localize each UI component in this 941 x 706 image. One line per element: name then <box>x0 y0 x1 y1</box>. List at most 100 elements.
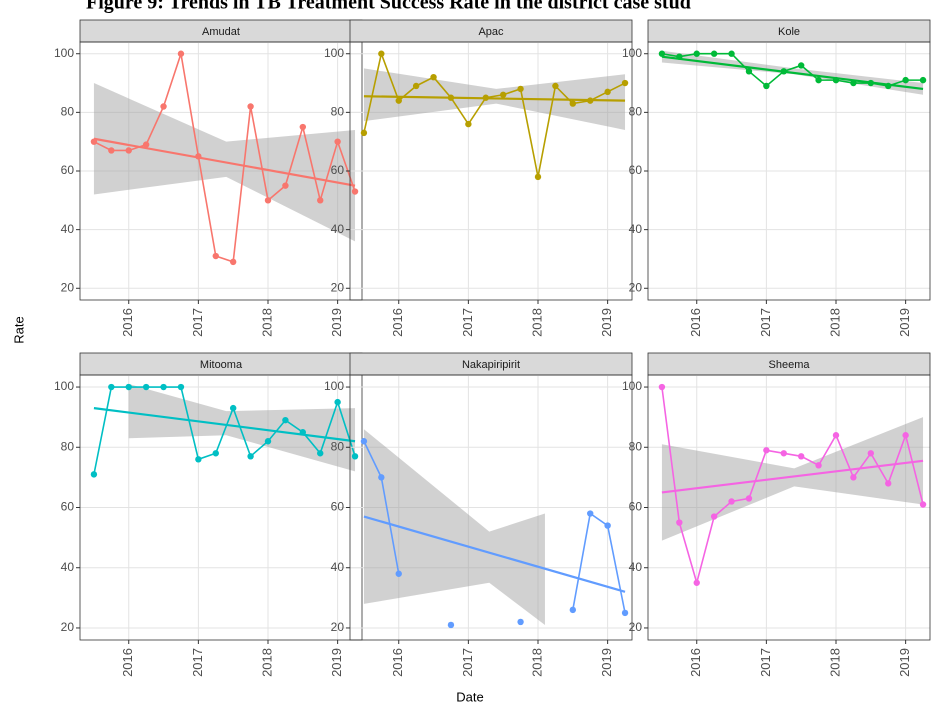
data-point <box>850 474 857 481</box>
x-tick-label: 2019 <box>329 648 344 677</box>
panel-title: Sheema <box>769 359 811 371</box>
y-tick-label: 20 <box>61 280 75 294</box>
panel-border <box>349 41 633 301</box>
x-tick-label: 2017 <box>460 648 475 677</box>
y-tick-label: 100 <box>324 46 344 60</box>
y-tick-label: 20 <box>629 280 643 294</box>
panel-border <box>647 374 931 641</box>
data-point <box>351 453 359 460</box>
confidence-band <box>363 429 545 625</box>
trend-line <box>93 137 356 187</box>
y-tick-label: 80 <box>331 105 345 119</box>
data-point <box>299 429 307 436</box>
data-point <box>832 76 840 84</box>
x-tick-label: 2016 <box>120 648 135 677</box>
data-point <box>780 68 787 75</box>
panel-data <box>90 383 359 478</box>
data-point <box>264 438 272 445</box>
data-point <box>658 383 666 391</box>
data-point <box>815 76 822 84</box>
data-point <box>850 79 857 87</box>
x-axis-label: Date <box>456 689 483 704</box>
x-tick-label: 2017 <box>190 648 205 677</box>
data-point <box>412 82 420 90</box>
data-point <box>378 474 385 481</box>
data-point <box>885 82 892 90</box>
y-tick-label: 80 <box>331 439 345 453</box>
x-tick-label: 2016 <box>390 308 405 337</box>
data-point <box>517 618 524 626</box>
data-point <box>177 383 185 391</box>
data-point <box>90 471 98 478</box>
data-point <box>317 197 324 204</box>
y-tick-label: 20 <box>61 620 75 634</box>
data-point <box>832 432 840 439</box>
data-point <box>919 501 927 508</box>
y-tick-label: 80 <box>629 439 643 453</box>
y-tick-label: 60 <box>629 163 643 177</box>
data-point <box>282 416 289 424</box>
confidence-band <box>661 417 924 541</box>
data-point <box>447 94 455 101</box>
data-point <box>160 383 167 391</box>
data-point <box>395 570 402 577</box>
data-point <box>334 138 341 145</box>
data-point <box>587 97 594 104</box>
x-tick-label: 2016 <box>120 308 135 337</box>
data-point <box>229 258 237 266</box>
y-tick-label: 80 <box>61 439 75 453</box>
x-tick-label: 2016 <box>688 308 703 337</box>
data-point <box>142 141 150 148</box>
x-tick-label: 2018 <box>259 648 274 677</box>
data-point <box>517 85 524 93</box>
data-point <box>552 82 559 90</box>
data-point <box>621 79 629 87</box>
y-tick-label: 40 <box>331 222 345 236</box>
data-point <box>569 100 577 107</box>
data-point <box>247 453 254 460</box>
x-tick-label: 2019 <box>599 308 614 337</box>
y-tick-label: 100 <box>622 46 642 60</box>
y-tick-label: 60 <box>331 500 345 514</box>
panel-title: Kole <box>778 26 800 38</box>
panel-data <box>658 50 927 95</box>
data-point <box>282 182 289 189</box>
y-tick-label: 60 <box>629 500 643 514</box>
trend-line <box>661 55 924 91</box>
data-point <box>763 82 770 90</box>
y-tick-label: 100 <box>622 379 642 393</box>
data-point <box>430 73 437 81</box>
data-point <box>604 88 611 96</box>
data-point <box>710 50 718 57</box>
y-tick-label: 40 <box>331 560 345 574</box>
y-tick-label: 60 <box>61 163 75 177</box>
data-point <box>125 383 132 391</box>
panel-data <box>360 50 629 181</box>
data-point <box>125 147 132 154</box>
y-tick-label: 80 <box>61 105 75 119</box>
data-point <box>482 94 489 101</box>
y-tick-label: 40 <box>629 222 643 236</box>
y-tick-label: 20 <box>629 620 643 634</box>
y-tick-label: 20 <box>331 620 345 634</box>
y-tick-label: 100 <box>54 46 74 60</box>
data-point <box>797 62 805 69</box>
x-tick-label: 2016 <box>390 648 405 677</box>
data-point <box>902 432 909 439</box>
y-tick-label: 40 <box>629 560 643 574</box>
y-tick-label: 100 <box>54 379 74 393</box>
data-point <box>885 480 892 487</box>
y-tick-label: 40 <box>61 222 75 236</box>
data-point <box>763 447 770 454</box>
y-tick-label: 100 <box>324 379 344 393</box>
data-point <box>378 50 385 57</box>
y-tick-label: 60 <box>331 163 345 177</box>
data-point <box>499 91 507 98</box>
x-tick-label: 2017 <box>460 308 475 337</box>
data-point <box>360 129 368 137</box>
data-point <box>90 138 98 145</box>
data-point <box>212 450 219 457</box>
x-tick-label: 2019 <box>897 308 912 337</box>
data-point <box>745 68 753 75</box>
x-tick-label: 2018 <box>827 648 842 677</box>
